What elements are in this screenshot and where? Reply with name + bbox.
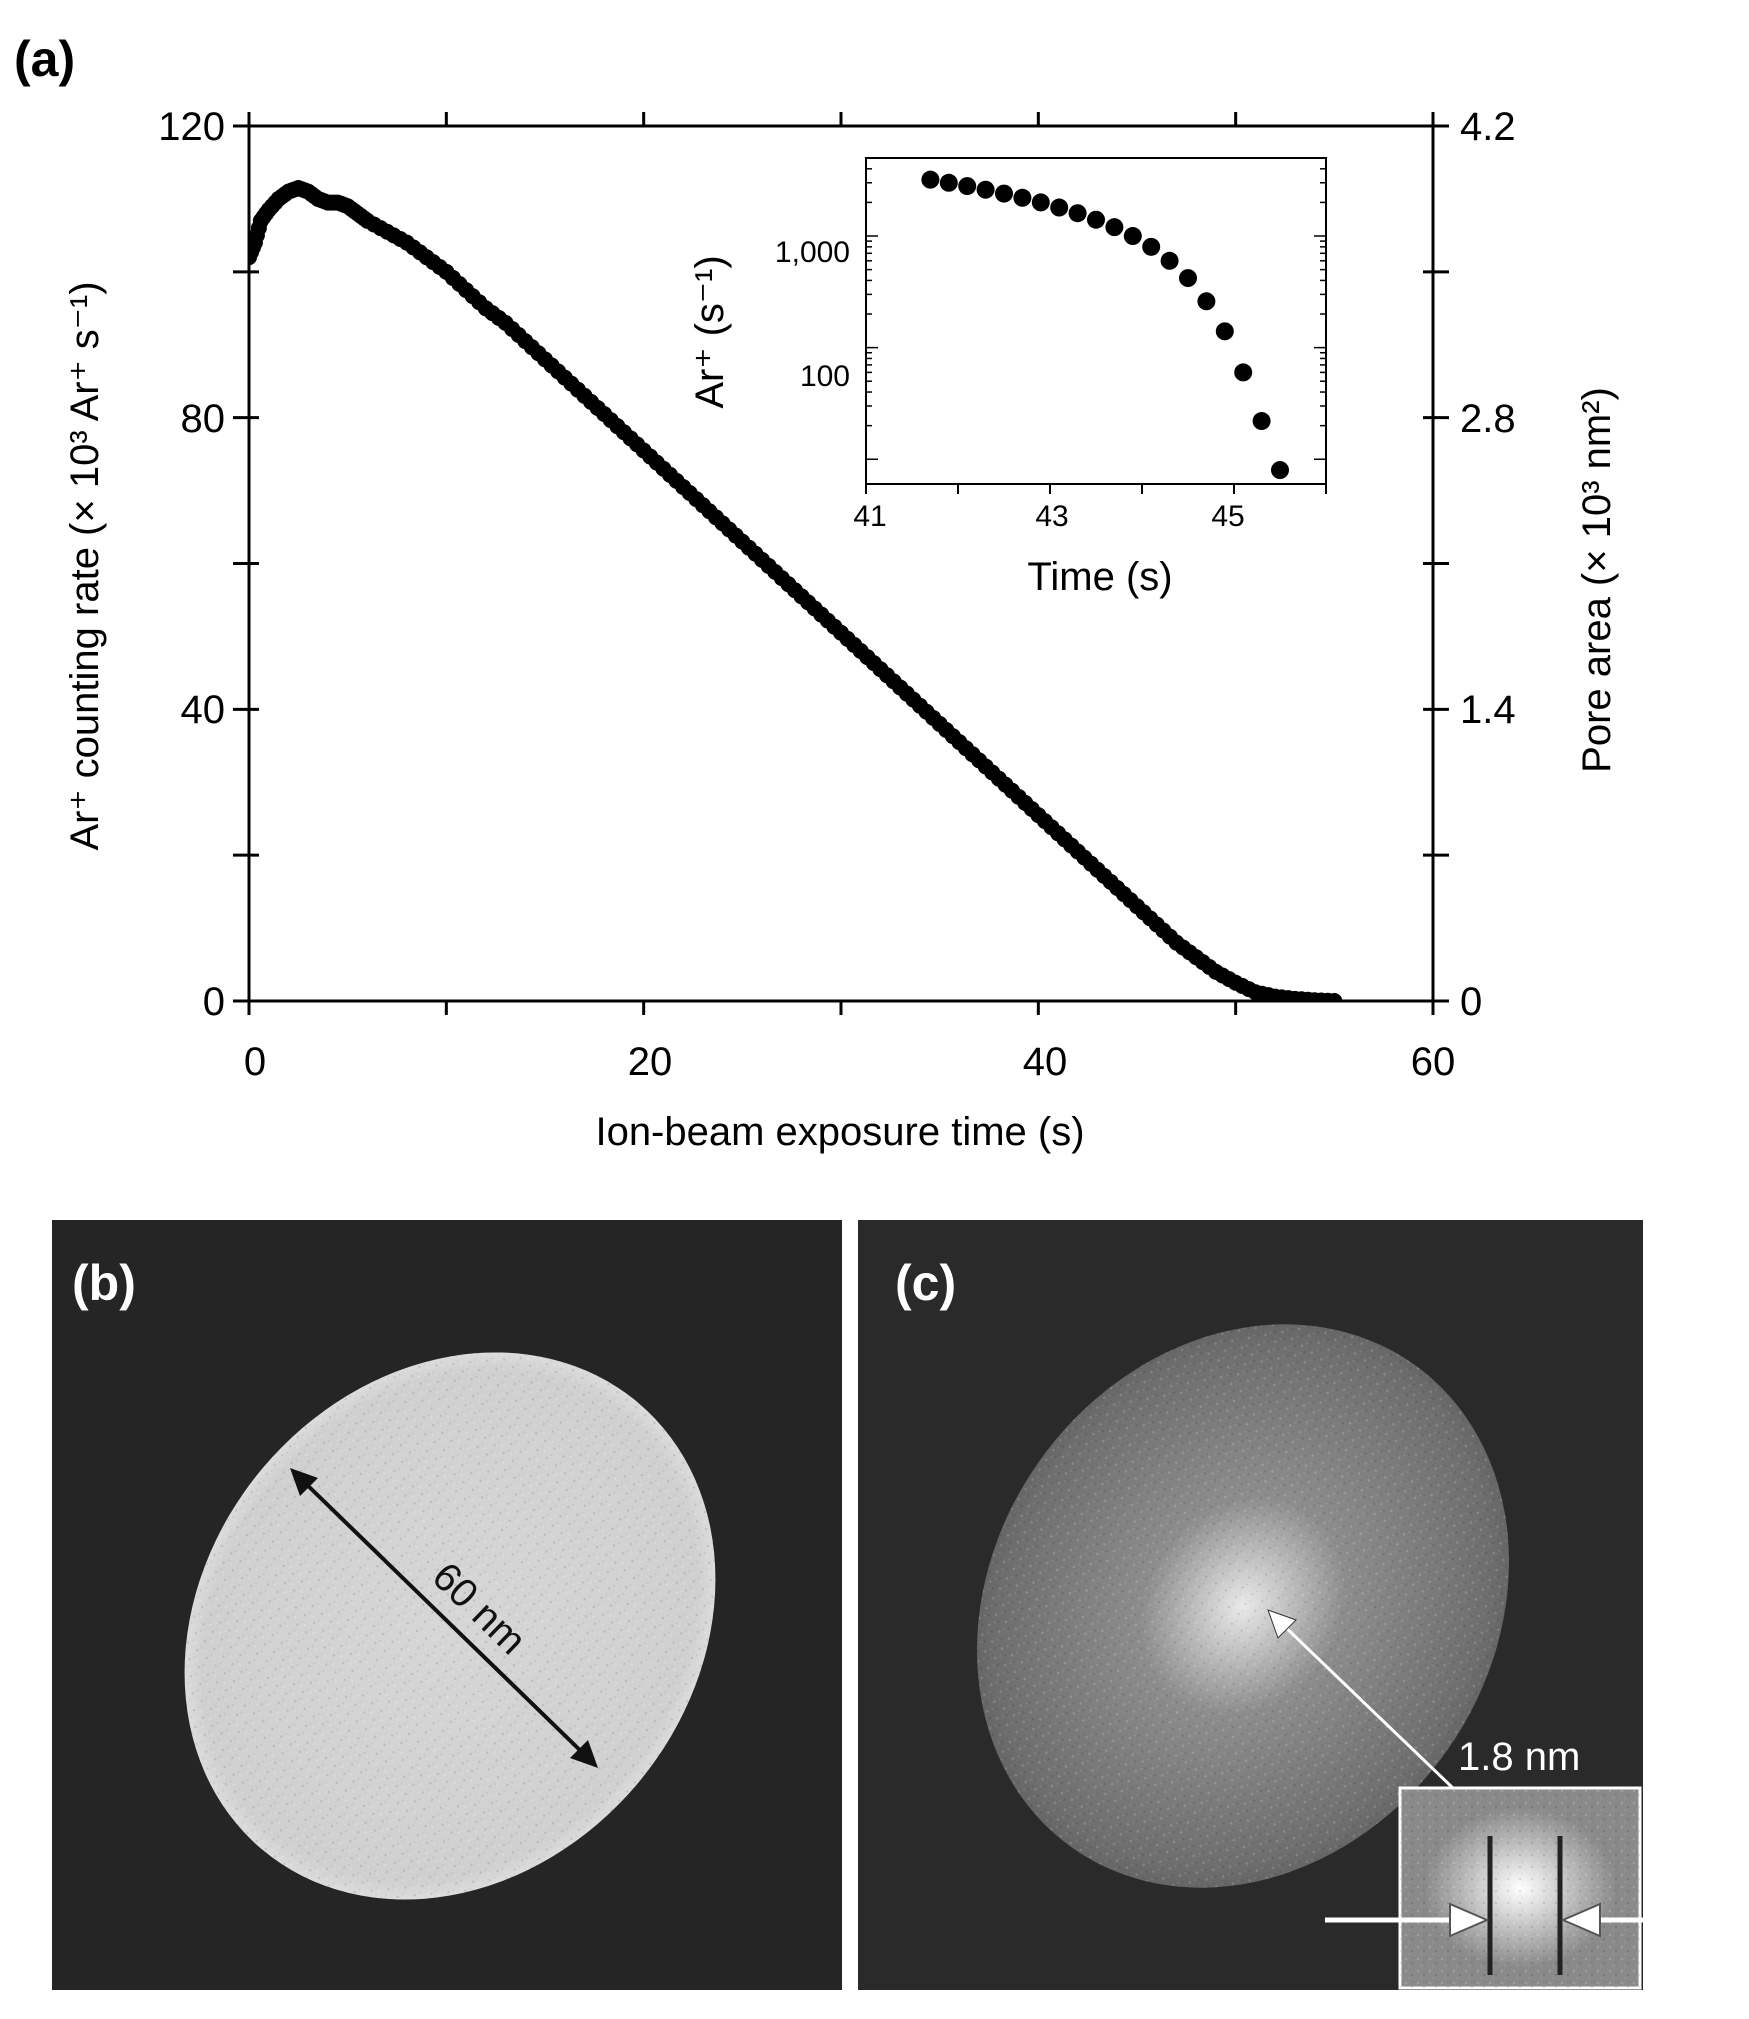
inset-x-axis-title: Time (s) [1027,555,1172,599]
pointer-line-c [1278,1620,1457,1792]
inset-y-axis-title: Ar⁺ (s⁻¹) [688,255,732,408]
inset-data-point [958,177,977,196]
inset-axis-ticks [865,157,1327,494]
panel-c: 1.8 nm (c) [858,1220,1728,1990]
inset-data-point [1105,218,1124,237]
pointer-arrowhead-c [1267,1609,1297,1639]
inset-data-point [1013,188,1032,207]
inset-data-point [1179,269,1197,288]
inset-chart: 41 43 45 100 1,000 Time (s) Ar⁺ (s⁻¹) [688,157,1327,599]
inset-y-tick-label: 1,000 [775,236,850,269]
inset-data-point [1087,210,1105,229]
pointer-arrow-c [1267,1609,1457,1792]
measure-arrow-left-head [1449,1902,1490,1938]
inset-x-tick-label: 45 [1211,500,1244,533]
inset-data-point [1234,363,1253,382]
arrowhead-start-b [290,1468,318,1496]
inset-x-tick-label: 41 [853,500,886,533]
panel-label-a: (a) [14,31,75,87]
inset-x-tick-labels: 41 43 45 [853,500,1244,533]
measure-arrow-right [1560,1902,1728,1938]
inset-data-point [1031,193,1050,212]
y-right-tick-label: 0 [1460,980,1482,1024]
y-tick-label: 0 [203,980,225,1024]
x-tick-label: 0 [244,1040,266,1084]
inset-data-point [976,180,995,199]
dimension-label-c: 1.8 nm [1458,1735,1580,1779]
inset-plot-frame [865,157,1327,485]
main-axis-ticks [233,112,1449,1015]
inset-data-point [1050,198,1069,217]
zoom-inset-texture [1400,1788,1640,1988]
x-tick-label: 60 [1411,1040,1456,1084]
inset-series-points [921,170,1289,480]
y-right-tick-label: 1.4 [1460,688,1516,732]
inset-data-point [1160,251,1179,270]
measure-arrow-right-head [1560,1902,1601,1938]
panel-label-b: (b) [72,1255,136,1311]
main-y-right-tick-labels: 0 1.4 2.8 4.2 [1460,105,1516,1024]
pore-c-texture [976,1324,1510,1888]
inset-data-point [1215,322,1234,341]
zoom-inset-c [1398,1786,1642,1990]
panel-label-c: (c) [895,1255,956,1311]
inset-data-point [921,170,940,189]
x-axis-title: Ion-beam exposure time (s) [595,1110,1084,1154]
y-right-tick-label: 2.8 [1460,397,1516,441]
y-right-tick-label: 4.2 [1460,105,1516,149]
inset-data-point [1068,204,1087,223]
y-right-axis-title: Pore area (× 10³ nm²) [1575,387,1619,773]
y-axis-title: Ar⁺ counting rate (× 10³ Ar⁺ s⁻¹) [63,281,107,850]
inset-data-point [939,173,958,192]
inset-data-point [1271,461,1289,480]
dimension-line-b [298,1476,590,1760]
arrowhead-end-b [570,1740,598,1768]
main-x-tick-labels: 0 20 40 60 [244,1040,1455,1084]
y-tick-label: 40 [181,688,226,732]
dimension-arrow-b [290,1468,598,1768]
inset-x-tick-label: 43 [1035,500,1068,533]
y-tick-label: 120 [158,105,225,149]
inset-data-point [995,184,1013,203]
measure-arrow-left [1325,1902,1490,1938]
panel-b: 60 nm (b) [52,1220,842,1990]
y-tick-label: 80 [181,397,226,441]
inset-data-point [1123,227,1142,246]
inset-data-point [1197,292,1216,311]
data-point [1326,993,1343,1001]
main-y-tick-labels: 0 40 80 120 [158,105,225,1024]
inset-data-point [1252,412,1271,431]
main-series-points [249,179,1343,1001]
x-tick-label: 20 [628,1040,673,1084]
inset-y-tick-labels: 100 1,000 [775,236,850,393]
x-tick-label: 40 [1023,1040,1068,1084]
panel-a: (a) 0 20 40 60 0 40 80 120 0 1.4 2.8 4.2… [14,31,1619,1154]
inset-y-tick-label: 100 [800,360,850,393]
inset-data-point [1142,237,1161,256]
